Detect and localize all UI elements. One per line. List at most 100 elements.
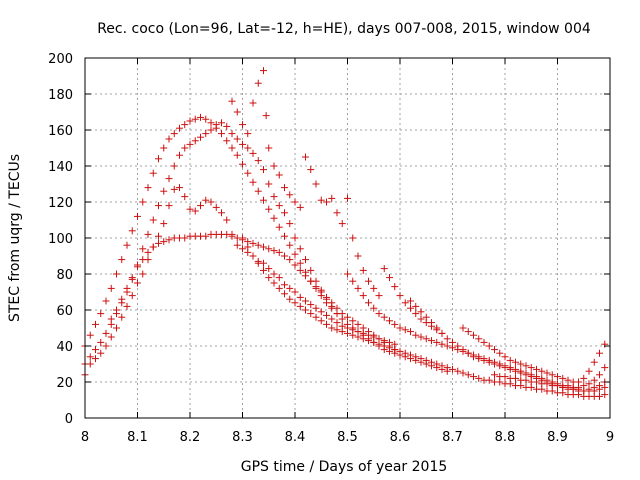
data-point-plus bbox=[407, 297, 414, 305]
data-point-plus bbox=[270, 214, 278, 222]
data-point-plus bbox=[317, 288, 325, 296]
data-point-plus bbox=[412, 331, 420, 339]
data-point-plus bbox=[97, 349, 105, 357]
data-point-plus bbox=[417, 355, 425, 363]
data-point-plus bbox=[501, 364, 509, 372]
data-point-plus bbox=[412, 310, 420, 318]
data-point-plus bbox=[181, 193, 189, 201]
data-point-plus bbox=[449, 365, 456, 373]
data-point-plus bbox=[302, 153, 309, 161]
data-point-plus bbox=[134, 279, 141, 287]
data-point-plus bbox=[433, 338, 441, 346]
data-point-plus bbox=[485, 358, 493, 366]
data-point-plus bbox=[291, 234, 299, 242]
data-point-plus bbox=[249, 149, 257, 157]
data-point-plus bbox=[118, 256, 126, 264]
data-point-plus bbox=[160, 187, 168, 195]
data-point-plus bbox=[118, 313, 126, 321]
data-point-plus bbox=[333, 319, 341, 327]
data-point-plus bbox=[512, 367, 519, 375]
data-point-plus bbox=[359, 335, 367, 343]
data-point-plus bbox=[338, 220, 346, 228]
data-point-plus bbox=[197, 202, 204, 210]
data-point-plus bbox=[459, 346, 467, 354]
data-point-plus bbox=[401, 349, 409, 357]
data-point-plus bbox=[260, 166, 267, 174]
data-point-plus bbox=[407, 351, 414, 359]
data-point-plus bbox=[548, 371, 556, 379]
data-point-plus bbox=[107, 315, 115, 323]
data-point-plus bbox=[97, 338, 105, 346]
data-point-plus bbox=[443, 342, 451, 350]
data-point-plus bbox=[260, 67, 267, 75]
x-tick-labels: 8 8.1 8.2 8.3 8.4 8.5 8.6 8.7 8.8 8.9 9 bbox=[81, 430, 614, 445]
data-point-plus bbox=[517, 369, 525, 377]
data-point-plus bbox=[590, 387, 598, 395]
data-point-plus bbox=[149, 243, 157, 251]
data-point-plus bbox=[296, 259, 304, 267]
data-point-plus bbox=[275, 248, 283, 256]
data-point-plus bbox=[212, 124, 220, 132]
data-point-plus bbox=[459, 369, 467, 377]
data-point-plus bbox=[417, 333, 425, 341]
data-point-plus bbox=[165, 175, 173, 183]
data-point-plus bbox=[559, 374, 567, 382]
data-point-plus bbox=[123, 284, 131, 292]
data-point-plus bbox=[349, 277, 357, 285]
data-point-plus bbox=[270, 279, 278, 287]
data-point-plus bbox=[470, 353, 477, 361]
x-tick-label: 8.9 bbox=[547, 430, 568, 445]
data-point-plus bbox=[291, 261, 299, 269]
data-point-plus bbox=[601, 364, 609, 372]
data-point-plus bbox=[134, 212, 141, 220]
data-point-plus bbox=[333, 304, 341, 312]
x-tick-label: 9 bbox=[606, 430, 614, 445]
x-tick-label: 8.5 bbox=[337, 430, 358, 445]
data-point-plus bbox=[323, 311, 330, 319]
data-point-plus bbox=[202, 232, 210, 240]
data-point-plus bbox=[176, 124, 183, 132]
data-point-plus bbox=[365, 299, 372, 307]
data-point-plus bbox=[407, 304, 414, 312]
data-point-plus bbox=[302, 256, 309, 264]
data-point-plus bbox=[391, 320, 399, 328]
data-point-plus bbox=[359, 292, 367, 300]
data-point-plus bbox=[359, 266, 367, 274]
data-point-plus bbox=[165, 135, 173, 143]
data-point-plus bbox=[344, 194, 351, 202]
data-point-plus bbox=[176, 184, 183, 192]
data-point-plus bbox=[590, 376, 598, 384]
data-point-plus bbox=[244, 130, 252, 138]
data-point-plus bbox=[123, 302, 131, 310]
data-point-plus bbox=[186, 140, 194, 148]
data-point-plus bbox=[438, 329, 446, 337]
data-point-plus bbox=[349, 331, 357, 339]
data-point-plus bbox=[533, 378, 540, 386]
x-tick-label: 8.4 bbox=[285, 430, 306, 445]
data-point-plus bbox=[312, 313, 320, 321]
data-point-plus bbox=[233, 135, 241, 143]
data-point-plus bbox=[601, 391, 609, 399]
data-point-plus bbox=[428, 358, 435, 366]
data-point-plus bbox=[107, 333, 115, 341]
data-point-plus bbox=[202, 196, 210, 204]
data-point-plus bbox=[344, 320, 351, 328]
data-point-plus bbox=[464, 349, 472, 357]
y-axis-label: STEC from uqrg / TECUs bbox=[7, 154, 23, 322]
data-point-plus bbox=[470, 331, 477, 339]
data-point-plus bbox=[302, 272, 309, 280]
data-point-plus bbox=[554, 373, 561, 381]
data-point-plus bbox=[254, 157, 262, 165]
data-point-plus bbox=[323, 293, 330, 301]
data-point-plus bbox=[391, 283, 399, 291]
data-point-plus bbox=[401, 326, 409, 334]
data-point-plus bbox=[417, 308, 425, 316]
data-point-plus bbox=[328, 315, 336, 323]
data-point-plus bbox=[412, 302, 420, 310]
data-point-plus bbox=[344, 329, 351, 337]
data-point-plus bbox=[307, 277, 315, 285]
data-point-plus bbox=[239, 160, 246, 168]
data-point-plus bbox=[281, 252, 288, 260]
data-point-plus bbox=[281, 209, 288, 217]
data-point-plus bbox=[97, 310, 105, 318]
